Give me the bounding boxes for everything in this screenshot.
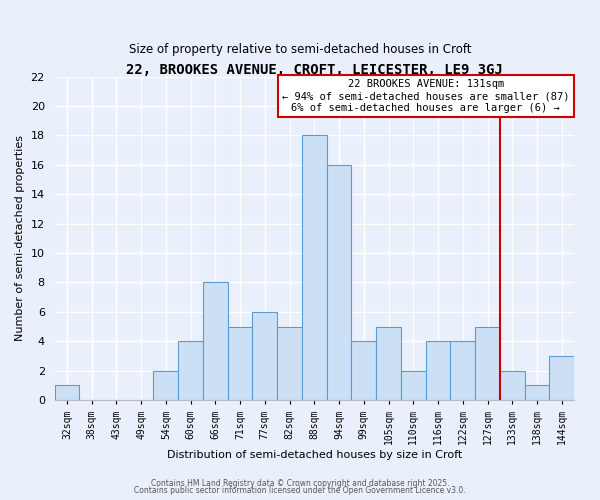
Title: 22, BROOKES AVENUE, CROFT, LEICESTER, LE9 3GJ: 22, BROOKES AVENUE, CROFT, LEICESTER, LE… — [126, 62, 503, 76]
Bar — [352, 342, 376, 400]
Bar — [277, 326, 302, 400]
Text: 22 BROOKES AVENUE: 131sqm
← 94% of semi-detached houses are smaller (87)
6% of s: 22 BROOKES AVENUE: 131sqm ← 94% of semi-… — [282, 80, 569, 112]
Bar — [302, 136, 326, 400]
Y-axis label: Number of semi-detached properties: Number of semi-detached properties — [15, 136, 25, 342]
X-axis label: Distribution of semi-detached houses by size in Croft: Distribution of semi-detached houses by … — [167, 450, 462, 460]
Bar — [401, 370, 425, 400]
Bar — [451, 342, 475, 400]
Bar — [253, 312, 277, 400]
Text: Contains public sector information licensed under the Open Government Licence v3: Contains public sector information licen… — [134, 486, 466, 495]
Bar — [376, 326, 401, 400]
Bar — [475, 326, 500, 400]
Bar — [178, 342, 203, 400]
Text: Contains HM Land Registry data © Crown copyright and database right 2025.: Contains HM Land Registry data © Crown c… — [151, 478, 449, 488]
Bar — [203, 282, 228, 400]
Bar — [154, 370, 178, 400]
Bar — [55, 386, 79, 400]
Bar — [425, 342, 451, 400]
Bar — [326, 165, 352, 400]
Bar — [228, 326, 253, 400]
Text: Size of property relative to semi-detached houses in Croft: Size of property relative to semi-detach… — [129, 42, 471, 56]
Bar — [500, 370, 524, 400]
Bar — [550, 356, 574, 400]
Bar — [524, 386, 550, 400]
